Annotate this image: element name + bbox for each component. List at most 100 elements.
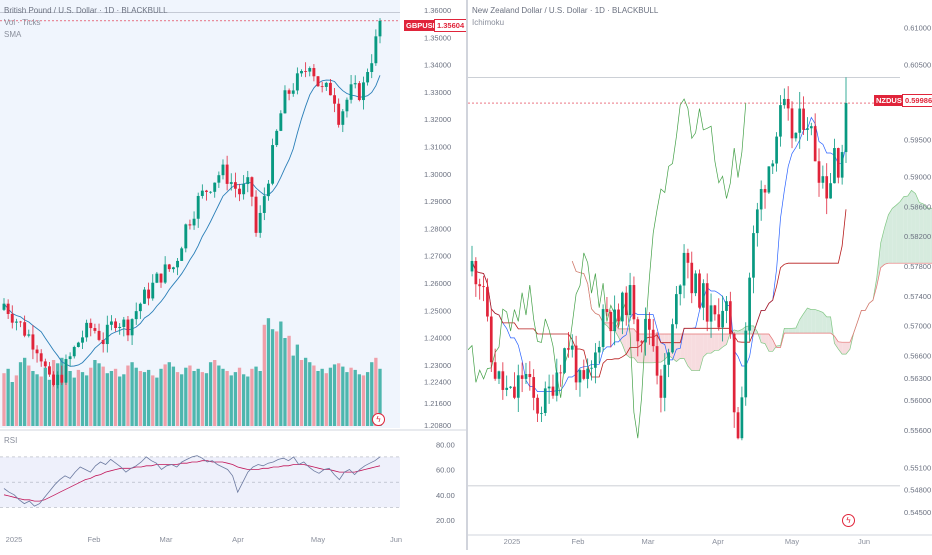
gbpusd-volume-bar [353,369,357,426]
ichimoku-cloud-segment [807,307,812,334]
gbpusd-volume-bar [188,365,192,426]
gbpusd-volume-bar [80,372,85,426]
gbpusd-candle-body [337,103,341,125]
nzdusd-candle-body [497,371,501,379]
nzdusd-candle-body [701,283,705,308]
nzdusd-candle-body [513,386,516,398]
ichimoku-span-a-line [571,189,932,372]
ichimoku-cloud-segment [695,333,700,371]
nzdusd-candle-body [725,301,728,311]
gbpusd-candle-body [271,145,275,184]
gbpusd-volume-bar [312,365,316,426]
nzdusd-candle-body [728,301,732,334]
nzdusd-candle-body [651,329,655,347]
ichimoku-cloud-segment [684,333,688,367]
gbpusd-volume-bar [250,368,254,426]
nzdusd-candle-body [590,367,593,369]
x-tick-label: Jun [858,537,870,546]
gbpusd-sma-legend[interactable]: SMA [4,30,22,39]
gbpusd-chart-title: British Pound / U.S. Dollar · 1D · BLACK… [4,6,168,15]
ichimoku-cloud-segment [911,190,916,264]
lightning-icon[interactable]: ϟ [372,413,385,426]
gbpusd-volume-bar [217,365,221,426]
gbpusd-candle-body [163,264,167,283]
gbpusd-volume-bar [142,372,147,426]
gbpusd-y-tick-label: 1.33000 [424,88,451,97]
gbpusd-volume-bar [270,329,275,426]
gbpusd-candle-body [341,111,345,125]
nzdusd-candle-body [555,372,559,396]
gbpusd-volume-bar [18,362,23,426]
nzdusd-chart-panel[interactable]: 0.610000.605000.600000.595000.590000.586… [371,0,932,550]
nzdusd-candle-body [790,108,794,139]
ichimoku-cloud-segment [826,316,831,334]
nzdusd-candle-body [786,98,790,109]
ichimoku-cloud-segment [699,333,704,371]
nzdusd-candle-body [833,148,836,184]
nzdusd-candle-body [632,285,636,320]
ichimoku-cloud-segment [714,333,719,351]
gbpusd-volume-bar [208,362,213,426]
gbpusd-y-tick-label: 1.36000 [424,6,451,15]
x-tick-label: May [785,537,799,546]
gbpusd-volume-bar [320,368,324,426]
ichimoku-cloud-segment [899,196,904,264]
nzdusd-candle-body [582,370,586,379]
gbpusd-volume-bar [299,360,304,426]
gbpusd-volume-bar [31,371,35,426]
gbpusd-volume-bar [23,357,27,426]
gbpusd-volume-bar [171,366,176,426]
gbpusd-y-tick-label: 1.26000 [424,279,451,288]
nzdusd-candle-body [559,372,563,374]
nzdusd-candle-body [771,163,775,167]
panel-divider[interactable] [466,0,468,550]
gbpusd-volume-bar [204,373,209,426]
gbpusd-volume-bar [337,363,341,426]
nzdusd-candle-body [540,412,543,414]
rsi-legend[interactable]: RSI [4,436,18,445]
nzdusd-candle-body [609,311,613,332]
gbpusd-y-tick-label: 1.30000 [424,170,451,179]
nzdusd-candle-body [705,283,709,322]
lightning-icon[interactable]: ϟ [842,514,855,527]
gbpusd-volume-bar [163,364,167,426]
gbpusd-volume-bar [118,376,122,426]
gbpusd-candle-body [72,346,76,357]
gbpusd-volume-bar [370,362,374,426]
gbpusd-volume-bar [357,374,361,426]
gbpusd-candle-body [217,175,221,183]
gbpusd-volume-bar [138,371,143,426]
gbpusd-candle-body [167,264,171,270]
gbpusd-volume-bar [246,376,250,426]
gbpusd-volume-bar [200,372,204,426]
nzdusd-y-tick-label: 0.56600 [904,351,931,360]
ichimoku-cloud-segment [761,333,766,344]
ichimoku-cloud-segment [815,309,820,334]
nzdusd-candle-body [755,209,759,234]
gbpusd-chart-svg[interactable]: 1.36000 1.35000 1.34000 1.33000 1.32000 1.310… [0,0,466,550]
gbpusd-volume-bar [316,371,320,426]
nzdusd-candle-body [486,287,489,317]
nzdusd-y-tick-label: 0.54800 [904,486,931,495]
nzdusd-candle-body [570,345,574,350]
nzdusd-candle-body [825,176,829,199]
nzdusd-candle-body [648,318,651,330]
rsi-y-tick-label: 20.00 [436,516,455,525]
gbpusd-volume-legend[interactable]: Vol · Ticks [4,18,41,27]
nzdusd-y-tick-label: 0.56000 [904,396,931,405]
gbpusd-chart-panel[interactable]: 1.36000 1.35000 1.34000 1.33000 1.32000 1.310… [0,0,468,550]
nzdusd-candle-body [551,386,555,396]
nzdusd-chart-title: New Zealand Dollar / U.S. Dollar · 1D · … [472,6,659,15]
gbpusd-symbol-tag: GBPUSD [404,20,441,31]
gbpusd-candle-body [279,113,283,131]
nzdusd-candle-body [536,397,539,414]
gbpusd-y-tick-label: 1.28000 [424,224,451,233]
nzdusd-ichimoku-legend[interactable]: Ichimoku [472,18,505,27]
nzdusd-candle-body [640,341,643,343]
nzdusd-chart-svg[interactable]: 0.610000.605000.600000.595000.590000.586… [371,0,932,550]
nzdusd-candle-body [617,309,620,322]
gbpusd-volume-bar [341,366,345,426]
gbpusd-plot-area [0,0,400,428]
gbpusd-candle-body [114,321,118,328]
gbpusd-volume-bar [237,367,242,426]
